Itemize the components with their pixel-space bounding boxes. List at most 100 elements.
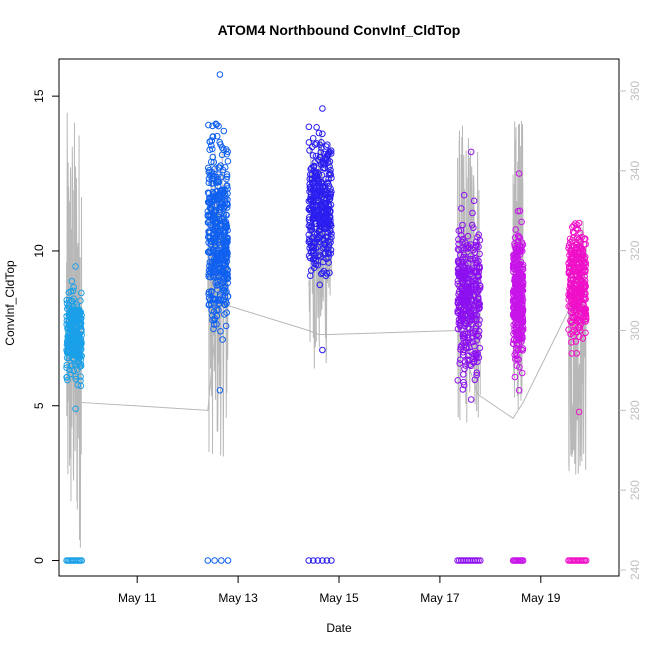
data-point — [214, 182, 222, 190]
data-point — [319, 130, 326, 138]
data-point — [458, 205, 465, 212]
data-point — [457, 273, 464, 280]
data-point — [223, 309, 230, 317]
data-point — [576, 243, 584, 251]
data-point — [518, 243, 526, 250]
data-point — [205, 121, 212, 129]
data-point — [579, 286, 587, 294]
data-point — [313, 140, 321, 147]
data-point — [223, 211, 230, 219]
data-point — [327, 201, 335, 209]
data-point — [573, 350, 581, 357]
data-point — [569, 301, 576, 308]
data-point — [323, 220, 331, 228]
data-point-extreme — [467, 396, 475, 403]
data-point — [454, 245, 462, 253]
data-point — [77, 382, 85, 390]
data-point — [464, 324, 472, 331]
data-point — [70, 332, 78, 339]
data-point — [207, 265, 214, 272]
data-point — [211, 237, 218, 245]
data-point — [325, 259, 332, 266]
data-point — [220, 146, 227, 154]
data-point — [72, 313, 79, 321]
data-point — [77, 319, 85, 327]
data-point — [216, 265, 224, 273]
data-point — [324, 151, 331, 158]
data-point — [208, 224, 216, 232]
data-point — [205, 271, 212, 278]
data-point — [210, 325, 217, 333]
data-point — [518, 369, 526, 377]
data-point — [217, 328, 224, 335]
data-point — [223, 204, 231, 211]
data-point — [224, 292, 232, 300]
x-tick-label: May 11 — [118, 591, 157, 605]
data-point — [460, 378, 467, 386]
data-point — [581, 277, 589, 284]
data-point-extreme — [216, 71, 224, 78]
data-point — [578, 304, 586, 311]
data-point — [213, 215, 220, 222]
data-point — [467, 348, 475, 356]
data-point — [469, 320, 476, 328]
y-tick-label: 5 — [32, 402, 46, 409]
data-point — [326, 220, 334, 227]
data-point — [67, 308, 74, 315]
data-point — [476, 300, 484, 308]
data-point — [469, 255, 477, 263]
data-point — [511, 351, 519, 359]
data-point — [571, 313, 578, 321]
data-point — [215, 122, 222, 130]
data-point — [568, 253, 576, 261]
data-point — [510, 287, 518, 295]
data-point — [313, 124, 320, 131]
data-point — [475, 296, 482, 303]
data-point — [571, 326, 578, 334]
data-point — [579, 335, 587, 342]
data-point — [65, 296, 73, 304]
data-point — [224, 148, 231, 155]
data-point — [209, 145, 216, 153]
data-point — [211, 209, 218, 216]
data-point — [215, 164, 222, 171]
data-point — [516, 234, 524, 242]
data-point — [572, 338, 580, 345]
data-point — [582, 240, 589, 248]
data-point — [222, 272, 230, 280]
data-point — [327, 166, 334, 174]
data-point — [216, 204, 223, 211]
data-point — [460, 333, 468, 340]
data-point — [459, 235, 466, 243]
data-point-zero — [328, 557, 335, 564]
data-point — [568, 283, 576, 290]
data-point — [205, 290, 212, 298]
data-point — [565, 270, 573, 277]
data-point-zero — [477, 557, 484, 564]
data-point — [474, 272, 481, 279]
data-point — [326, 269, 333, 277]
data-point — [205, 294, 213, 302]
data-point — [220, 287, 228, 294]
data-point — [63, 364, 70, 372]
data-point-extreme — [575, 219, 583, 227]
data-point — [221, 293, 229, 301]
data-point — [462, 285, 470, 293]
data-point — [313, 189, 321, 197]
data-point — [518, 282, 526, 290]
data-point — [222, 198, 229, 205]
data-point-extreme — [72, 263, 79, 270]
data-point — [223, 171, 231, 178]
data-point — [574, 226, 582, 233]
data-point-zero — [582, 557, 590, 564]
data-point — [63, 338, 71, 345]
data-point — [210, 246, 218, 254]
data-point — [205, 190, 213, 197]
data-point — [469, 338, 477, 346]
data-point — [473, 305, 481, 312]
data-point — [215, 259, 222, 267]
data-point — [462, 253, 469, 261]
data-point — [513, 321, 521, 329]
data-point — [469, 209, 476, 217]
data-point — [569, 223, 576, 231]
